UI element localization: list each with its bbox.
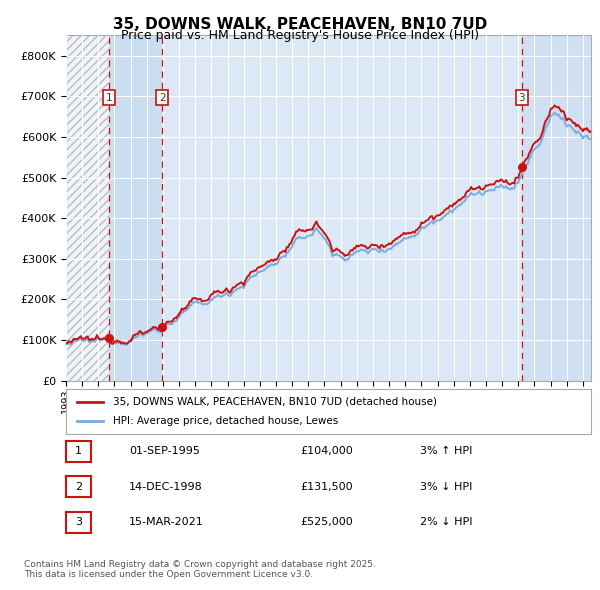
Text: 2: 2 — [159, 93, 166, 103]
Text: 3: 3 — [518, 93, 525, 103]
Text: 3% ↓ HPI: 3% ↓ HPI — [420, 482, 472, 491]
Text: 14-DEC-1998: 14-DEC-1998 — [129, 482, 203, 491]
Text: 2: 2 — [75, 482, 82, 491]
Text: Price paid vs. HM Land Registry's House Price Index (HPI): Price paid vs. HM Land Registry's House … — [121, 30, 479, 42]
Text: 35, DOWNS WALK, PEACEHAVEN, BN10 7UD (detached house): 35, DOWNS WALK, PEACEHAVEN, BN10 7UD (de… — [113, 397, 437, 407]
Bar — [521, 35, 591, 381]
Text: 35, DOWNS WALK, PEACEHAVEN, BN10 7UD: 35, DOWNS WALK, PEACEHAVEN, BN10 7UD — [113, 17, 487, 31]
Text: 1: 1 — [106, 93, 112, 103]
Bar — [66, 35, 109, 381]
Bar — [109, 35, 162, 381]
Text: 01-SEP-1995: 01-SEP-1995 — [129, 447, 200, 456]
Text: £104,000: £104,000 — [300, 447, 353, 456]
Bar — [66, 35, 109, 381]
Text: Contains HM Land Registry data © Crown copyright and database right 2025.
This d: Contains HM Land Registry data © Crown c… — [24, 560, 376, 579]
Text: 3: 3 — [75, 517, 82, 527]
Text: 15-MAR-2021: 15-MAR-2021 — [129, 517, 204, 527]
Text: 1: 1 — [75, 447, 82, 456]
Text: HPI: Average price, detached house, Lewes: HPI: Average price, detached house, Lewe… — [113, 417, 338, 426]
Text: 2% ↓ HPI: 2% ↓ HPI — [420, 517, 473, 527]
Text: £131,500: £131,500 — [300, 482, 353, 491]
Text: 3% ↑ HPI: 3% ↑ HPI — [420, 447, 472, 456]
Text: £525,000: £525,000 — [300, 517, 353, 527]
